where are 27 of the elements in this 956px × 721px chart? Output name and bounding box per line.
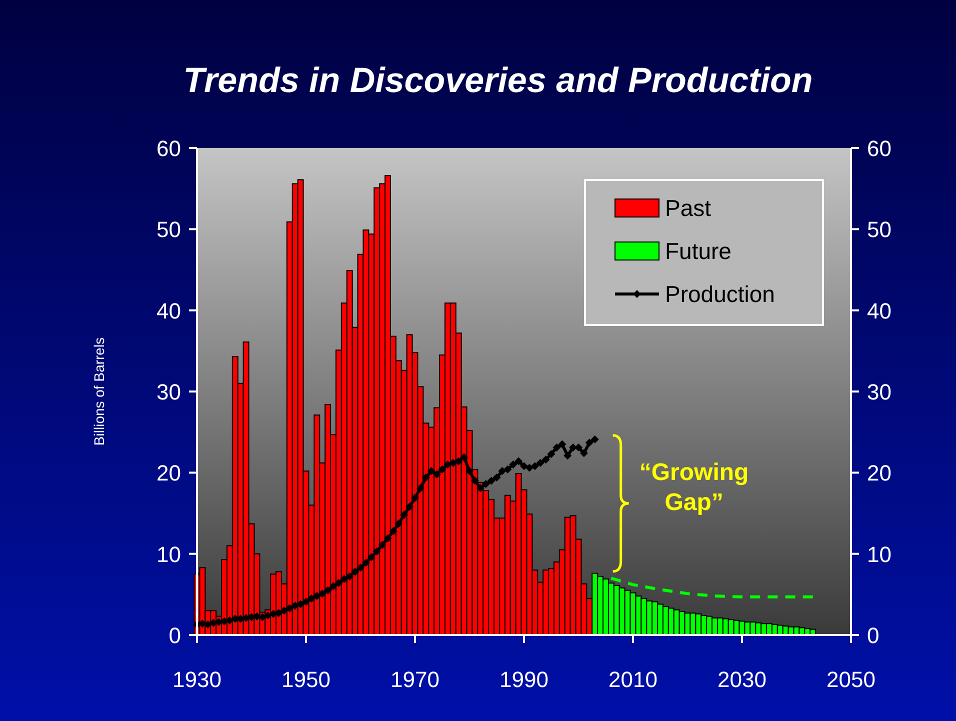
y2-tick-label: 30 xyxy=(867,380,892,404)
y-tick-label: 10 xyxy=(156,542,181,567)
x-tick-label: 1990 xyxy=(500,667,548,692)
x-tick-label: 1950 xyxy=(282,667,330,692)
y-tick-label: 20 xyxy=(156,460,181,486)
x-tick-label: 1970 xyxy=(390,667,440,692)
legend-label: Past xyxy=(665,195,712,221)
legend-label: Future xyxy=(665,238,732,264)
y-tick-label: 0 xyxy=(168,623,181,648)
x-tick-label: 1930 xyxy=(172,667,222,692)
x-tick-label: 2030 xyxy=(718,667,766,692)
y2-tick-label: 10 xyxy=(867,542,892,567)
y-tick-label: 40 xyxy=(156,298,181,324)
y2-tick-label: 60 xyxy=(867,136,892,161)
x-tick-label: 2010 xyxy=(608,667,658,692)
legend-label: Production xyxy=(665,281,775,307)
y-axis-title: Billions of Barrels xyxy=(91,337,107,446)
y2-tick-label: 40 xyxy=(867,298,892,324)
y-tick-label: 60 xyxy=(156,136,181,161)
y-tick-label: 50 xyxy=(156,217,181,242)
y2-tick-label: 0 xyxy=(867,623,880,648)
y2-tick-label: 50 xyxy=(867,217,892,242)
x-tick-label: 2050 xyxy=(826,667,876,692)
y-tick-label: 30 xyxy=(156,380,181,404)
annotation: “Growing Gap” xyxy=(639,458,749,516)
chart-title: Trends in Discoveries and Production xyxy=(183,61,813,100)
y2-tick-label: 20 xyxy=(867,460,892,486)
